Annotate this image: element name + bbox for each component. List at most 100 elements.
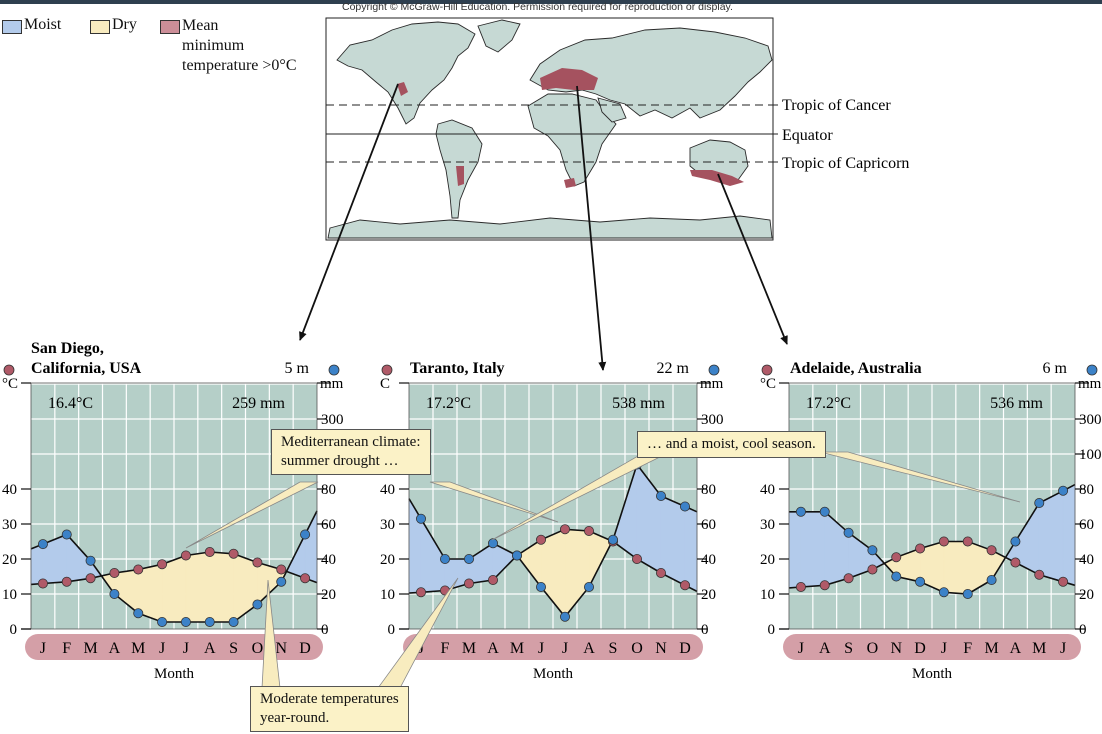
mean-temperature-label: 17.2°C: [806, 395, 851, 412]
right-tick-label: 60: [321, 517, 336, 533]
left-tick-label: 0: [388, 622, 396, 638]
dry-region: [209, 551, 234, 623]
month-tick-label: S: [609, 640, 618, 657]
right-tick-label: 100: [1079, 447, 1102, 463]
moist-region: [800, 511, 826, 588]
temperature-point: [560, 524, 571, 535]
right-tick-label: 0: [701, 622, 709, 638]
precipitation-point: [109, 589, 120, 600]
left-tick-label: 30: [380, 517, 395, 533]
month-tick-label: M: [1032, 640, 1046, 657]
climate-chart-1: JFMAMJJASONDMonth010203040C020406080300m…: [380, 360, 724, 682]
right-axis-unit: mm: [320, 376, 344, 392]
copyright-text: Copyright © McGraw-Hill Education. Permi…: [342, 1, 733, 13]
precipitation-point: [439, 554, 450, 565]
precipitation-key-dot: [708, 364, 720, 376]
med-region-chile: [456, 166, 464, 186]
precipitation-point: [37, 539, 48, 550]
tropic-of-capricorn-label: Tropic of Capricorn: [782, 155, 909, 172]
temperature-point: [228, 548, 239, 559]
moist-region: [788, 511, 802, 589]
moist-region: [684, 506, 698, 592]
top-bar: [0, 0, 1102, 4]
chart-frame: [408, 382, 698, 630]
arrow-san-diego: [299, 83, 399, 341]
annual-precipitation-label: 538 mm: [612, 395, 665, 412]
right-tick-label: 20: [1079, 587, 1094, 603]
right-tick-label: 60: [701, 517, 716, 533]
antarctica: [327, 215, 773, 239]
precipitation-point: [157, 617, 168, 628]
mean-min-temperature-band: [25, 634, 323, 660]
wedge-taranto-summer: [429, 481, 559, 523]
precipitation-point: [204, 617, 215, 628]
left-tick-label: 20: [760, 552, 775, 568]
callout-moderate-temperatures: Moderate temperatures year-round.: [250, 686, 409, 732]
callout-summer-drought-line1: Mediterranean climate:: [281, 434, 421, 450]
left-axis-unit: °C: [2, 376, 18, 392]
right-tick-label: 300: [701, 412, 724, 428]
temperature-point: [487, 575, 498, 586]
moist-swatch: [2, 20, 22, 34]
temperature-point: [85, 573, 96, 584]
month-tick-label: J: [183, 640, 189, 657]
temperature-point: [1034, 569, 1045, 580]
temperature-point: [938, 536, 949, 547]
month-tick-label: O: [631, 640, 643, 657]
left-tick-label: 30: [2, 517, 17, 533]
precipitation-point: [986, 575, 997, 586]
month-tick-label: A: [109, 640, 121, 657]
temperature-point: [632, 554, 643, 565]
temperature-point: [843, 573, 854, 584]
month-tick-label: J: [40, 640, 46, 657]
left-tick-label: 0: [10, 622, 18, 638]
temperature-point: [157, 559, 168, 570]
station-name: Taranto, Italy: [410, 360, 505, 377]
dry-region: [943, 541, 969, 595]
precipitation-line: [789, 483, 1076, 595]
right-tick-label: 80: [321, 482, 336, 498]
temperature-point: [61, 576, 72, 587]
temperature-point: [204, 547, 215, 558]
month-tick-label: J: [798, 640, 804, 657]
climate-chart-0: J F M A M J J A S O N DMonth010203040°C020406080300…: [2, 340, 344, 682]
month-tick-label: M: [510, 640, 524, 657]
wedge-san-diego-summer: [185, 481, 319, 549]
precipitation-point: [560, 611, 571, 622]
temperature-point: [109, 568, 120, 579]
month-tick-label: A: [819, 640, 831, 657]
left-tick-label: 10: [760, 587, 775, 603]
temperature-point: [962, 536, 973, 547]
station-elevation: 22 m: [657, 360, 690, 377]
temperature-point: [415, 587, 426, 598]
callout-summer-drought: Mediterranean climate: summer drought …: [271, 429, 431, 475]
right-axis-unit: mm: [700, 376, 724, 392]
temperature-point: [536, 534, 547, 545]
station-elevation: 6 m: [1043, 360, 1068, 377]
precipitation-point: [915, 576, 926, 587]
month-tick-label: N: [275, 640, 287, 657]
month-tick-label: O: [867, 640, 879, 657]
mean-min-temperature-band: [403, 634, 703, 660]
month-tick-label: J: [1060, 640, 1066, 657]
world-map: Tropic of Cancer Equator Tropic of Capri…: [325, 17, 909, 241]
right-tick-label: 40: [1079, 552, 1094, 568]
precipitation-point: [795, 506, 806, 517]
month-tick-label: M: [462, 640, 476, 657]
mean-temperature-label: 17.2°C: [426, 395, 471, 412]
med-region-australia: [690, 170, 744, 186]
precipitation-line: [30, 510, 318, 623]
mean-temperature-label: 16.4°C: [48, 395, 93, 412]
month-tick-label: S: [229, 640, 238, 657]
temperature-key-dot: [3, 364, 15, 376]
callout-moderate-line1: Moderate temperatures: [260, 691, 399, 707]
temperature-point: [37, 578, 48, 589]
wedge-adelaide-cool: [819, 451, 1021, 503]
month-tick-label: J: [941, 640, 947, 657]
legend-mean-label: Mean minimum temperature >0°C: [182, 16, 297, 76]
temperature-point: [680, 580, 691, 591]
chart-frame: [788, 382, 1076, 630]
month-tick-label: A: [204, 640, 216, 657]
precipitation-point: [463, 554, 474, 565]
